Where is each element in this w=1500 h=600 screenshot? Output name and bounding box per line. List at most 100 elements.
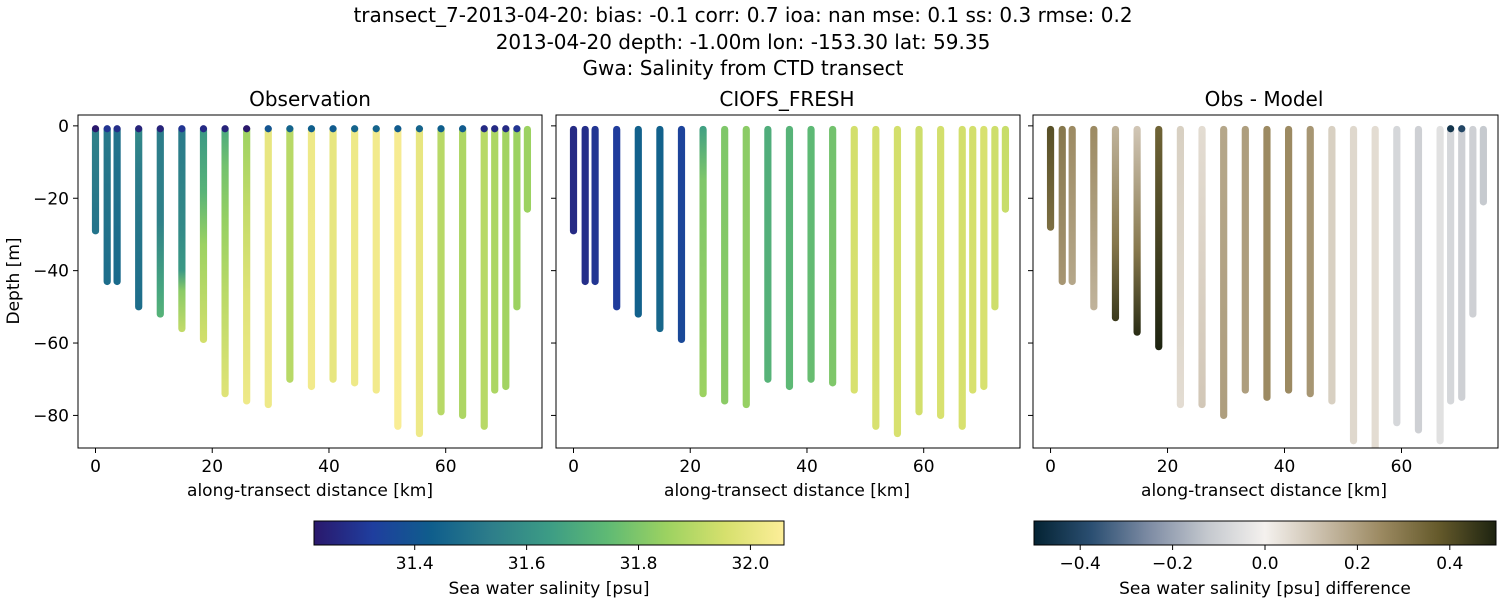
observation-cast-11 [307,125,316,391]
ciofs-fresh-cast-15 [872,125,880,430]
obs-minus-model-cast-8 [1198,125,1206,409]
observation-cast-12 [329,125,337,383]
obs-minus-model-cast-10 [1241,125,1249,394]
obs-minus-model-cast-15 [1349,125,1358,445]
observation-surface-point-7 [221,125,229,133]
ciofs-fresh-cast-16 [893,125,902,438]
difference-colorbar-bar [1033,520,1497,546]
ciofs-fresh-cast-23 [1001,125,1010,213]
obs-minus-model-xtick-label-2: 40 [1274,457,1296,477]
suptitle-line-1: transect_7-2013-04-20: bias: -0.1 corr: … [353,3,1132,27]
observation-cast-22 [513,125,521,311]
observation-cast-5 [178,125,186,333]
observation-surface-point-1 [103,125,111,133]
xlabel-observation: along-transect distance [km] [187,481,433,501]
ciofs-fresh-cast-21 [980,125,988,391]
observation-cast-18 [459,125,467,420]
ciofs-fresh-cast-7 [699,125,707,398]
suptitle-line-2: 2013-04-20 depth: -1.00m lon: -153.30 la… [496,30,991,54]
observation-cast-10 [286,125,294,383]
ciofs-fresh-axes-frame [555,114,1021,449]
ciofs-fresh-cast-3 [613,125,621,311]
observation-surface-point-10 [286,125,294,133]
observation-surface-point-9 [264,125,272,133]
obs-minus-model-cast-4 [1111,125,1120,322]
observation-surface-point-14 [372,125,380,133]
observation-surface-point-17 [437,125,445,133]
obs-minus-model-cast-14 [1328,125,1336,405]
observation-surface-point-11 [307,125,316,133]
observation-surface-point-20 [491,125,499,133]
obs-minus-model-cast-6 [1155,125,1163,351]
obs-minus-model-surface-point-1 [1458,125,1466,133]
observation-xtick-label-1: 20 [201,457,223,477]
xlabel-ciofs-fresh: along-transect distance [km] [664,481,910,501]
ciofs-fresh-panel: CIOFS_FRESH along-transect distance [km]… [551,87,1021,501]
obs-minus-model-cast-2 [1068,125,1076,286]
ciofs-fresh-cast-2 [591,125,599,286]
difference-colorbar: Sea water salinity [psu] difference −0.4… [1033,520,1497,599]
observation-cast-3 [135,125,143,311]
obs-minus-model-plot-area [1046,125,1487,448]
observation-surface-point-13 [351,125,359,133]
salinity-colorbar-tick-label-2: 31.8 [620,554,658,574]
ciofs-fresh-cast-18 [937,125,945,420]
observation-surface-point-12 [329,125,337,133]
obs-minus-model-cast-11 [1263,125,1271,401]
observation-ytick-label-0: 0 [58,117,69,137]
obs-minus-model-panel: Obs - Model along-transect distance [km]… [1028,87,1499,501]
ciofs-fresh-cast-11 [785,125,794,391]
difference-colorbar-tick-label-0: −0.4 [1060,554,1101,574]
observation-surface-point-2 [113,125,121,133]
observation-surface-point-16 [415,125,424,133]
observation-surface-point-21 [502,125,510,133]
observation-ytick-label-3: −60 [33,334,69,354]
difference-colorbar-tick-label-1: −0.2 [1152,554,1193,574]
ciofs-fresh-cast-0 [569,125,578,235]
difference-colorbar-tick-label-4: 0.4 [1436,554,1463,574]
obs-minus-model-axes-frame [1032,114,1499,449]
ciofs-fresh-xtick-label-2: 40 [796,457,818,477]
observation-surface-point-19 [480,125,488,133]
observation-surface-point-4 [156,125,164,133]
ciofs-fresh-cast-17 [915,125,923,416]
observation-cast-20 [491,125,499,394]
panel-title-obs-minus-model: Obs - Model [1205,87,1324,111]
ciofs-fresh-cast-10 [764,125,772,383]
obs-minus-model-cast-20 [1447,125,1455,405]
observation-panel: Observation along-transect distance [km]… [4,87,543,501]
ylabel-depth: Depth [m] [4,237,24,324]
ciofs-fresh-xtick-label-1: 20 [679,457,701,477]
observation-surface-point-15 [394,125,402,133]
ciofs-fresh-cast-20 [969,125,977,394]
obs-minus-model-cast-19 [1436,125,1444,445]
obs-minus-model-cast-21 [1458,125,1466,401]
observation-surface-point-6 [199,125,208,133]
panel-title-ciofs-fresh: CIOFS_FRESH [719,87,854,111]
observation-cast-6 [199,125,208,344]
ciofs-fresh-cast-9 [742,125,750,409]
observation-ytick-label-4: −80 [33,406,69,426]
observation-axes-frame [77,114,543,449]
ciofs-fresh-cast-14 [850,125,858,394]
salinity-colorbar: Sea water salinity [psu] 31.4 31.6 31.8 32.… [313,520,785,599]
suptitle-line-3: Gwa: Salinity from CTD transect [583,56,904,80]
observation-cast-7 [221,125,229,398]
obs-minus-model-cast-13 [1306,125,1314,398]
ciofs-fresh-cast-19 [958,125,966,430]
obs-minus-model-cast-23 [1479,125,1487,206]
observation-surface-point-5 [178,125,186,133]
difference-colorbar-tick-label-2: 0.0 [1251,554,1278,574]
observation-cast-4 [156,125,164,318]
ciofs-fresh-xtick-label-0: 0 [568,457,579,477]
observation-xtick-label-0: 0 [90,457,101,477]
observation-cast-21 [502,125,510,391]
ciofs-fresh-plot-area [569,125,1010,438]
ciofs-fresh-cast-6 [677,125,686,344]
ciofs-fresh-cast-8 [721,125,729,405]
panel-title-observation: Observation [249,87,371,111]
ciofs-fresh-cast-13 [829,125,837,387]
ciofs-fresh-cast-5 [656,125,664,333]
obs-minus-model-cast-9 [1220,125,1228,420]
